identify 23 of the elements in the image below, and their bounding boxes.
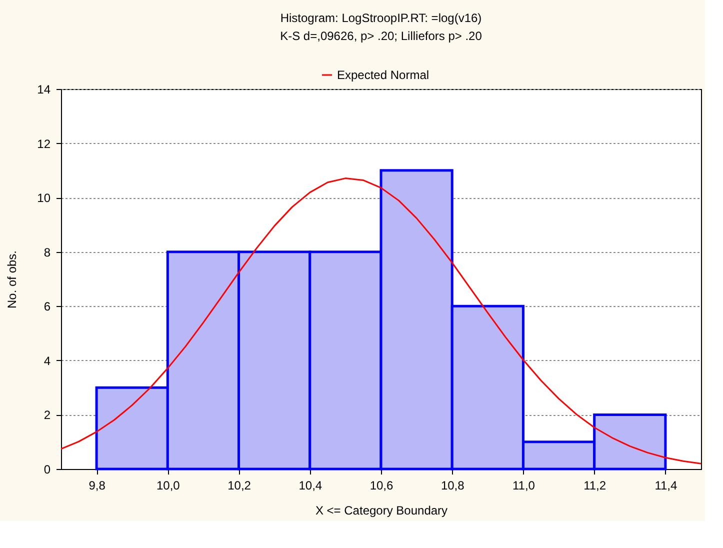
line-series: [61, 178, 701, 464]
chart-title: Histogram: LogStroopIP.RT: =log(v16): [280, 11, 482, 25]
legend-label: Expected Normal: [337, 68, 430, 82]
y-tick-label: 10: [37, 191, 51, 206]
y-tick-label: 14: [37, 82, 51, 96]
x-tick-label: 10,2: [228, 478, 252, 492]
x-tick-label: 11,0: [512, 478, 536, 492]
x-tick-label: 11,4: [654, 478, 678, 492]
x-tick-label: 9,8: [88, 478, 106, 492]
y-tick-label: 2: [44, 408, 51, 422]
y-tick-label: 6: [44, 300, 51, 314]
chart-subtitle: K-S d=,09626, p> .20; Lilliefors p> .20: [280, 29, 482, 43]
x-tick-label: 10,0: [156, 478, 180, 492]
y-axis-title: No. of obs.: [5, 250, 20, 309]
y-tick-label: 12: [37, 136, 51, 151]
x-tick-label: 11,2: [584, 478, 606, 492]
x-axis-title: X <= Category Boundary: [315, 504, 448, 518]
x-tick-label: 10,4: [298, 478, 322, 492]
y-tick-label: 0: [44, 462, 51, 476]
x-tick-label: 10,6: [370, 478, 394, 492]
x-tick-label: 10,8: [440, 478, 465, 492]
y-tick-label: 4: [44, 354, 51, 368]
y-tick-label: 8: [44, 245, 51, 260]
